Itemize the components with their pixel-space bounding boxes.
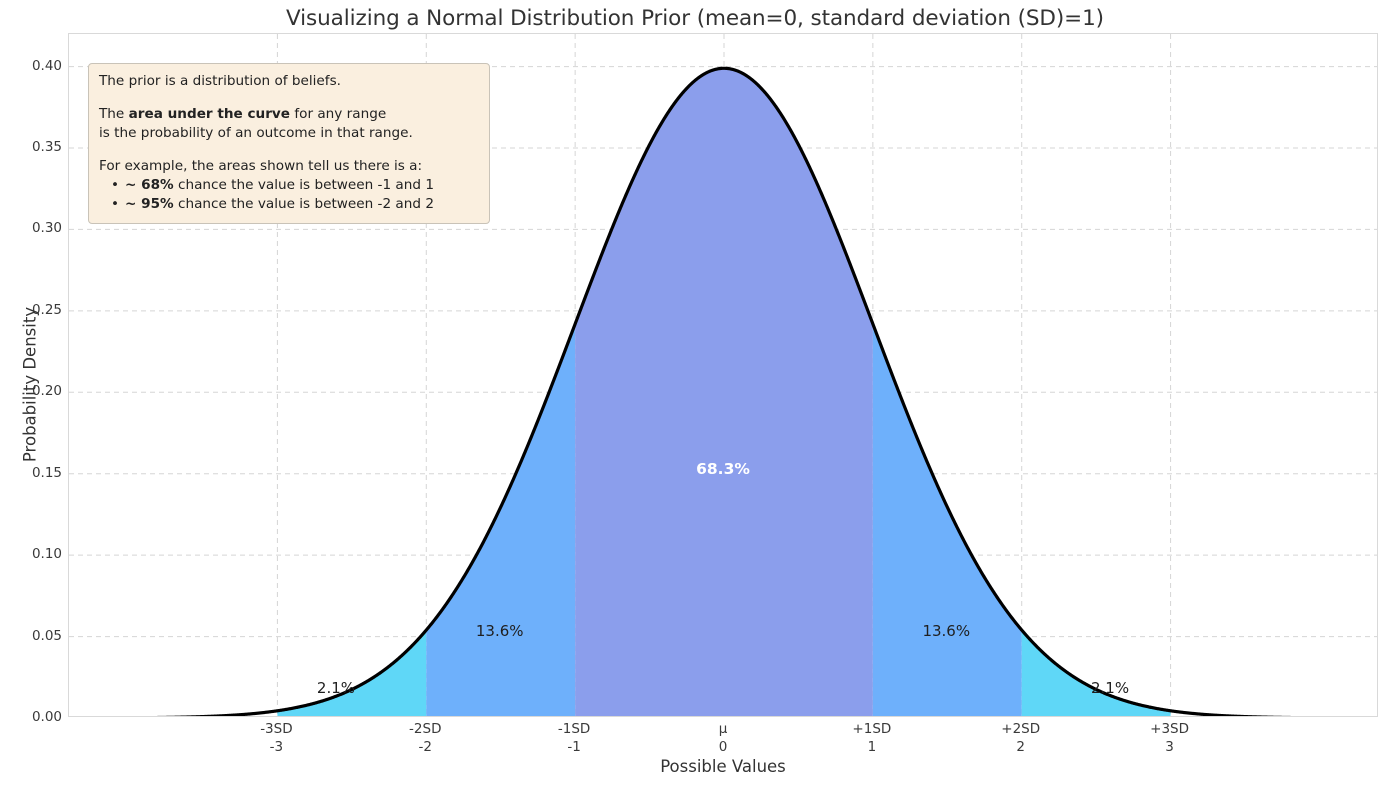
y-tick-label: 0.40 [31, 57, 62, 74]
annotation-line-2-suffix: for any range [290, 106, 387, 122]
annotation-spacer-1 [99, 91, 479, 105]
chart-title: Visualizing a Normal Distribution Prior … [286, 6, 1104, 31]
region-minus-3-to-minus-2-sd [277, 630, 427, 716]
x-tick-label: +1SD 1 [792, 720, 952, 756]
plot-area [68, 33, 1378, 717]
annotation-spacer-2 [99, 143, 479, 157]
y-tick-label: 0.35 [31, 139, 62, 155]
x-tick-label: +3SD 3 [1090, 720, 1250, 756]
x-tick-sd: -1SD [557, 721, 591, 737]
x-tick-value: -3 [269, 739, 284, 755]
x-tick-value: 2 [1016, 739, 1026, 755]
x-axis-ticks: -3SD -3 -2SD -2 -1SD -1 μ 0 +1SD 1 +2SD 2 +3SD 3 [0, 720, 1390, 770]
annotation-bullet-1-bold: ~ 68% [125, 177, 174, 193]
x-tick-sd: +1SD [852, 721, 892, 737]
annotation-line-1: The prior is a distribution of beliefs. [99, 73, 341, 89]
x-tick-value: 3 [1165, 739, 1174, 755]
region-percent-label-minus-1-to-plus-1-sd: 68.3% [696, 460, 750, 479]
annotation-bullet-1-rest: chance the value is between -1 and 1 [173, 177, 434, 193]
x-tick-label: -1SD -1 [494, 720, 654, 756]
annotation-line-2: The area under the curve for any range [99, 105, 479, 124]
x-tick-sd: -3SD [260, 721, 293, 737]
y-tick-label: 0.30 [31, 220, 62, 237]
normal-curve [151, 66, 1297, 716]
region-percent-label-minus-3-to-minus-2-sd: 2.1% [316, 678, 356, 697]
x-tick-label: +2SD 2 [941, 720, 1101, 756]
x-tick-label: -2SD -2 [345, 720, 505, 756]
x-tick-sd: +2SD [1001, 721, 1041, 737]
normal-distribution-plot [69, 34, 1377, 716]
region-minus-1-to-plus-1-sd [575, 68, 873, 716]
x-tick-value: -1 [567, 739, 581, 755]
y-tick-label: 0.25 [31, 301, 62, 318]
x-tick-label: -3SD -3 [196, 720, 356, 756]
region-percent-label-minus-2-to-minus-1-sd: 13.6% [475, 621, 524, 640]
x-tick-value: 1 [867, 739, 877, 755]
region-percent-label-plus-1-to-plus-2-sd: 13.6% [922, 621, 971, 640]
bullet-glyph-2: • [111, 196, 120, 212]
region-percent-label-plus-2-to-plus-3-sd: 2.1% [1090, 678, 1130, 697]
annotation-bullet-1: • ~ 68% chance the value is between -1 an… [99, 176, 479, 195]
y-axis-ticks: 0.00 0.05 0.10 0.15 0.20 0.25 0.30 0.35 0.40 [0, 0, 62, 790]
annotation-line-2-bold: area under the curve [128, 106, 291, 122]
annotation-line-3: is the probability of an outcome in that… [99, 125, 413, 141]
bullet-glyph-1: • [111, 177, 120, 193]
y-tick-label: 0.05 [31, 627, 62, 644]
x-tick-value: 0 [718, 739, 728, 755]
annotation-bullet-2: • ~ 95% chance the value is between -2 an… [99, 195, 479, 214]
annotation-bullet-2-rest: chance the value is between -2 and 2 [173, 196, 434, 212]
region-plus-2-to-plus-3-sd [1021, 630, 1171, 716]
annotation-bullet-2-bold: ~ 95% [125, 196, 174, 212]
annotation-line-4: For example, the areas shown tell us the… [99, 158, 423, 174]
x-tick-sd: -2SD [409, 721, 442, 737]
y-axis-label: Probability Density [20, 306, 40, 463]
y-tick-label: 0.20 [31, 383, 62, 400]
y-tick-label: 0.00 [31, 709, 62, 725]
x-tick-sd: μ [718, 721, 728, 737]
y-tick-label: 0.10 [31, 546, 62, 563]
x-tick-sd: +3SD [1150, 721, 1190, 737]
annotation-textbox: The prior is a distribution of beliefs. … [88, 63, 490, 224]
x-tick-value: -2 [418, 739, 432, 755]
x-axis-label: Possible Values [660, 757, 786, 776]
annotation-line-2-prefix: The [99, 106, 129, 122]
y-tick-label: 0.15 [31, 464, 62, 481]
